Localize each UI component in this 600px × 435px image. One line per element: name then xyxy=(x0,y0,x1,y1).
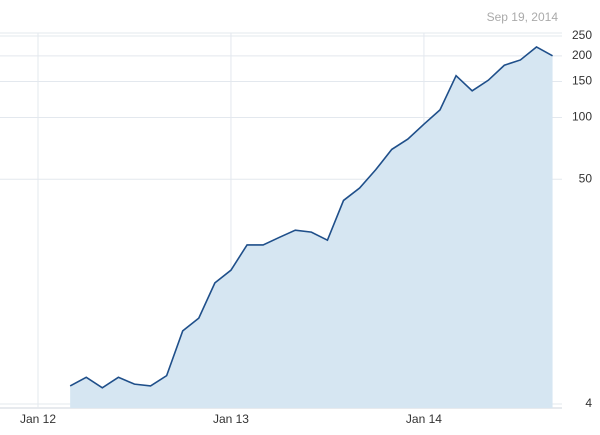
date-label: Sep 19, 2014 xyxy=(487,10,559,24)
y-tick-label: 50 xyxy=(579,171,593,185)
line xyxy=(69,46,553,389)
x-tick-label: Jan 13 xyxy=(213,412,249,426)
x-tick-label: Jan 14 xyxy=(406,412,442,426)
y-tick-label: 200 xyxy=(572,48,592,62)
x-tick-label: Jan 12 xyxy=(20,412,56,426)
area xyxy=(70,46,553,408)
y-tick-label: 100 xyxy=(572,110,592,124)
y-tick-label: 250 xyxy=(572,28,592,42)
y-tick-label: 150 xyxy=(572,74,592,88)
y-tick-label: 4 xyxy=(585,396,592,410)
